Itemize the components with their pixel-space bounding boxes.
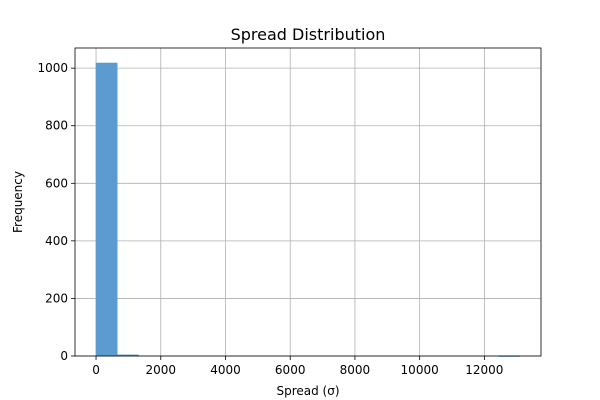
x-tick-label: 8000 [340,363,371,377]
x-tick-label: 6000 [275,363,306,377]
chart-title: Spread Distribution [231,25,386,44]
y-axis-ticks: 0 200 400 600 800 1000 [37,61,75,363]
y-tick-label: 800 [45,119,68,133]
x-tick-label: 4000 [210,363,241,377]
histogram-bar-0 [95,62,118,357]
y-tick-label: 200 [45,291,68,305]
x-axis-ticks: 0 2000 4000 6000 8000 10000 12000 [92,356,503,377]
histogram-bars [95,62,521,357]
x-tick-label: 0 [92,363,100,377]
x-axis-label: Spread (σ) [276,384,339,398]
y-axis-label: Frequency [11,171,25,233]
plot-frame [74,47,542,357]
y-tick-label: 400 [45,234,68,248]
x-tick-label: 12000 [465,363,503,377]
y-tick-label: 0 [60,349,68,363]
x-tick-label: 2000 [145,363,176,377]
y-tick-label: 600 [45,176,68,190]
x-tick-label: 10000 [401,363,439,377]
y-tick-label: 1000 [37,61,68,75]
grid-lines [75,48,541,357]
